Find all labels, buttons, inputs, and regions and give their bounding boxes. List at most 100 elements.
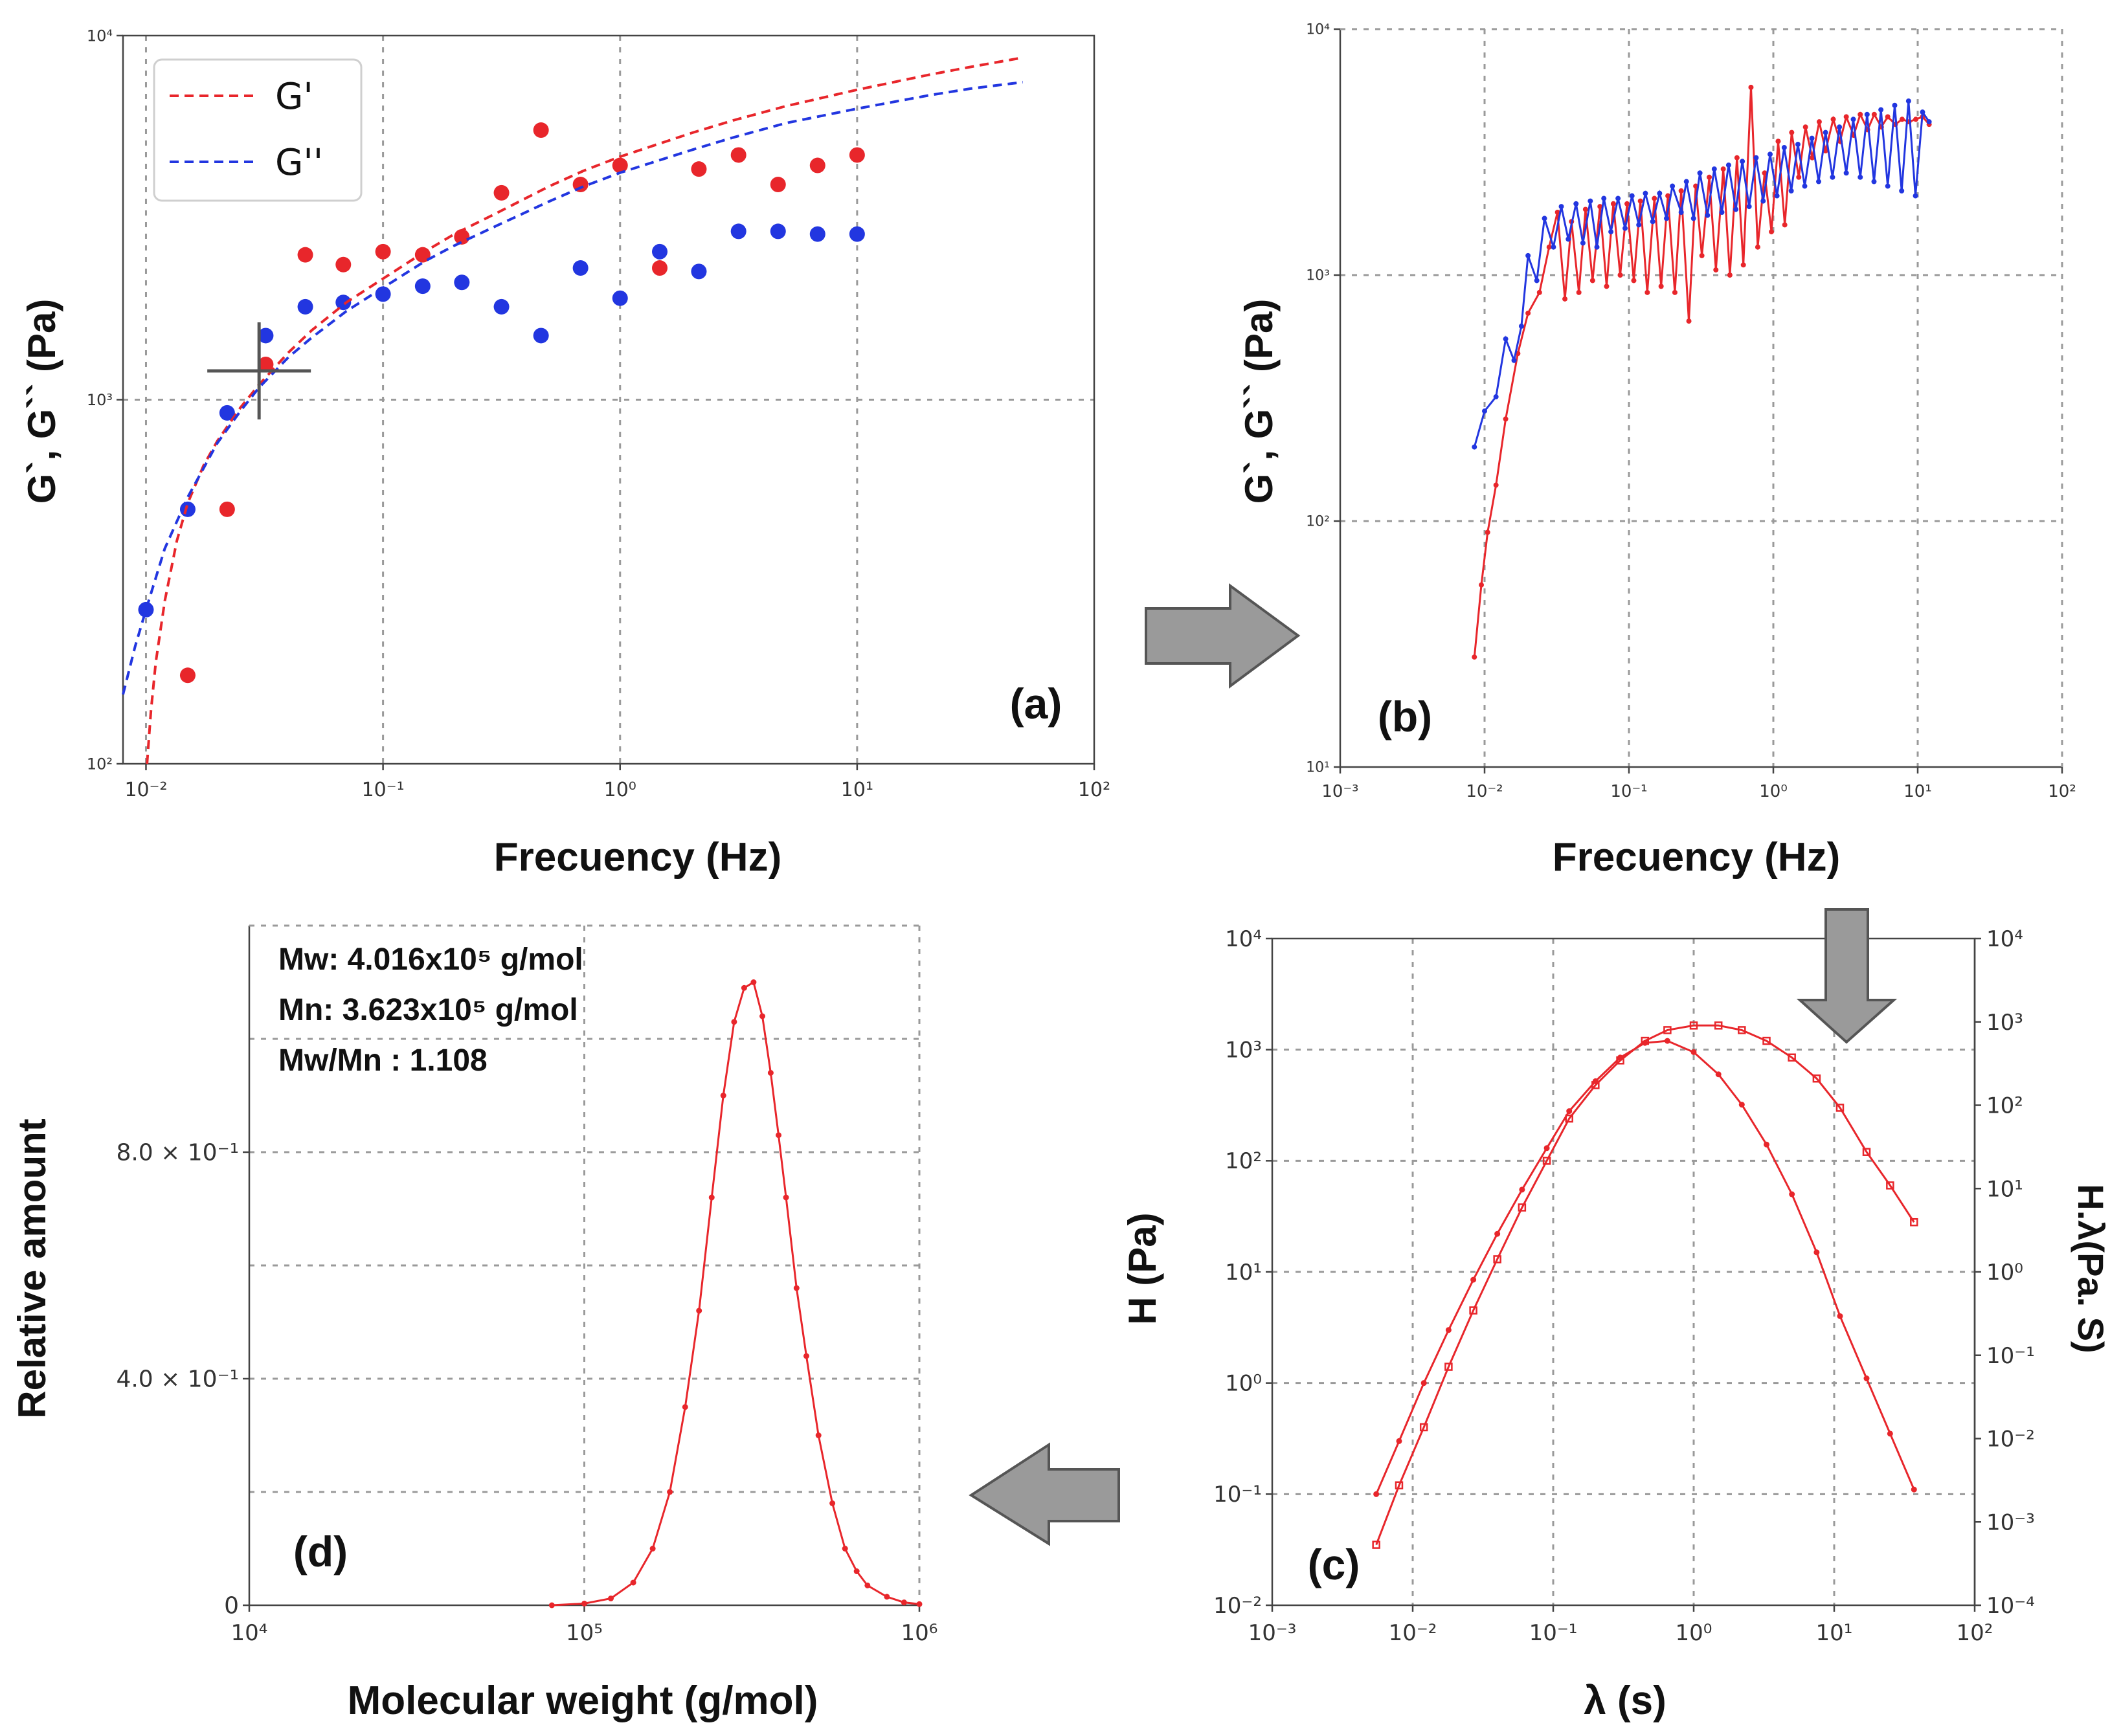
- data-marker: [1690, 1049, 1697, 1055]
- data-marker: [1878, 107, 1884, 113]
- data-marker: [1558, 204, 1564, 210]
- x-tick-label: 10⁰: [604, 779, 636, 801]
- data-marker: [1664, 1038, 1670, 1044]
- y-tick-label: 8.0 × 10⁻¹: [116, 1140, 239, 1166]
- data-marker: [1629, 193, 1635, 199]
- y-axis-label: G`, G`` (Pa): [20, 299, 63, 504]
- data-marker: [708, 1194, 715, 1201]
- data-marker: [1689, 1021, 1698, 1030]
- annotation-text: Mw: 4.016x10⁵ g/mol: [278, 942, 583, 977]
- data-marker: [1445, 1327, 1452, 1333]
- data-point: [730, 223, 746, 239]
- data-marker: [1920, 109, 1925, 115]
- data-marker: [1683, 179, 1689, 184]
- panel-label: (a): [1010, 680, 1062, 728]
- legend-entry: G'': [275, 142, 323, 184]
- data-marker: [759, 1013, 766, 1019]
- right-tick-label: 10⁻³: [1986, 1509, 2035, 1535]
- data-marker: [1705, 212, 1711, 218]
- data-marker: [1562, 296, 1568, 302]
- data-marker: [1580, 240, 1586, 246]
- data-marker: [1810, 155, 1815, 161]
- data-point: [297, 247, 313, 263]
- data-marker: [1843, 170, 1849, 176]
- data-marker: [1469, 1306, 1477, 1315]
- data-marker: [1885, 114, 1891, 120]
- data-marker: [1812, 1074, 1821, 1083]
- data-marker: [1789, 129, 1795, 135]
- data-marker: [815, 1432, 822, 1438]
- data-marker: [1617, 273, 1623, 278]
- right-tick-label: 10⁰: [1986, 1260, 2023, 1285]
- panel-b: 10⁻³ 10⁻² 10⁻¹ 10⁰ 10¹ 10² 10¹ 10² 10³ 10⁴ Frecuen…: [1237, 22, 2076, 880]
- data-marker: [1713, 267, 1719, 273]
- x-tick-label: 10⁴: [231, 1620, 268, 1646]
- data-marker: [1788, 1053, 1796, 1062]
- data-point: [335, 256, 352, 273]
- data-marker: [1543, 1145, 1550, 1152]
- data-marker: [1542, 216, 1547, 221]
- data-marker: [1601, 195, 1607, 201]
- data-marker: [783, 1194, 789, 1201]
- y-tick-label: 10²: [1306, 514, 1330, 530]
- data-point: [809, 226, 825, 242]
- data-marker: [1738, 1026, 1746, 1034]
- x-tick-label: 10¹: [841, 779, 873, 801]
- data-marker: [1815, 179, 1821, 184]
- data-marker: [1837, 124, 1843, 130]
- data-marker: [682, 1404, 688, 1410]
- data-marker: [1594, 244, 1600, 250]
- data-marker: [1686, 318, 1692, 324]
- data-marker: [1746, 204, 1752, 210]
- data-marker: [1525, 310, 1531, 316]
- data-marker: [1542, 1157, 1551, 1165]
- data-marker: [1472, 654, 1477, 660]
- data-point: [179, 667, 196, 684]
- data-marker: [1641, 1036, 1649, 1045]
- data-marker: [1711, 166, 1717, 172]
- data-point: [652, 243, 668, 260]
- x-tick-label: 10⁻²: [124, 779, 167, 801]
- x-tick-label: 10⁶: [901, 1620, 938, 1646]
- data-marker: [1762, 170, 1768, 176]
- arrow-left-icon: [969, 1442, 1120, 1546]
- data-marker: [731, 1019, 737, 1025]
- y-tick-label: 4.0 × 10⁻¹: [116, 1366, 239, 1393]
- x-tick-label: 10⁻³: [1321, 782, 1358, 801]
- data-marker: [649, 1546, 656, 1552]
- data-marker: [607, 1596, 614, 1601]
- data-marker: [1775, 139, 1781, 144]
- y-tick-label: 10¹: [1306, 760, 1330, 776]
- data-marker: [1715, 1071, 1722, 1078]
- x-axis-label: Frecuency (Hz): [494, 835, 781, 880]
- panel-label: (b): [1378, 693, 1432, 740]
- data-marker: [1699, 252, 1705, 258]
- data-point: [493, 298, 510, 315]
- data-marker: [1740, 262, 1746, 268]
- panel-label: (d): [293, 1528, 348, 1575]
- data-marker: [1608, 229, 1614, 235]
- arrow-right-icon: [1145, 583, 1301, 689]
- x-tick-label: 10⁰: [1759, 782, 1788, 801]
- x-tick-label: 10²: [1078, 779, 1110, 801]
- data-marker: [1637, 198, 1643, 204]
- data-marker: [1395, 1481, 1404, 1489]
- y-axis-label: G`, G`` (Pa): [1237, 299, 1281, 504]
- data-marker: [1396, 1438, 1402, 1444]
- data-marker: [1823, 129, 1828, 135]
- data-marker: [1755, 244, 1760, 250]
- data-marker: [1644, 289, 1650, 295]
- y-tick-label: 10²: [87, 755, 113, 773]
- x-tick-label: 10⁻¹: [1529, 1620, 1578, 1646]
- data-marker: [1678, 209, 1684, 215]
- data-marker: [864, 1582, 871, 1588]
- right-tick-label: 10⁴: [1986, 926, 2023, 952]
- data-marker: [1719, 209, 1725, 215]
- y-axis-right-label: H.λ(Pa. S): [2071, 1184, 2110, 1353]
- data-marker: [1554, 209, 1560, 215]
- data-point: [493, 184, 510, 201]
- data-marker: [1419, 1423, 1428, 1432]
- data-point: [612, 157, 628, 173]
- y-tick-label: 10⁴: [87, 27, 113, 45]
